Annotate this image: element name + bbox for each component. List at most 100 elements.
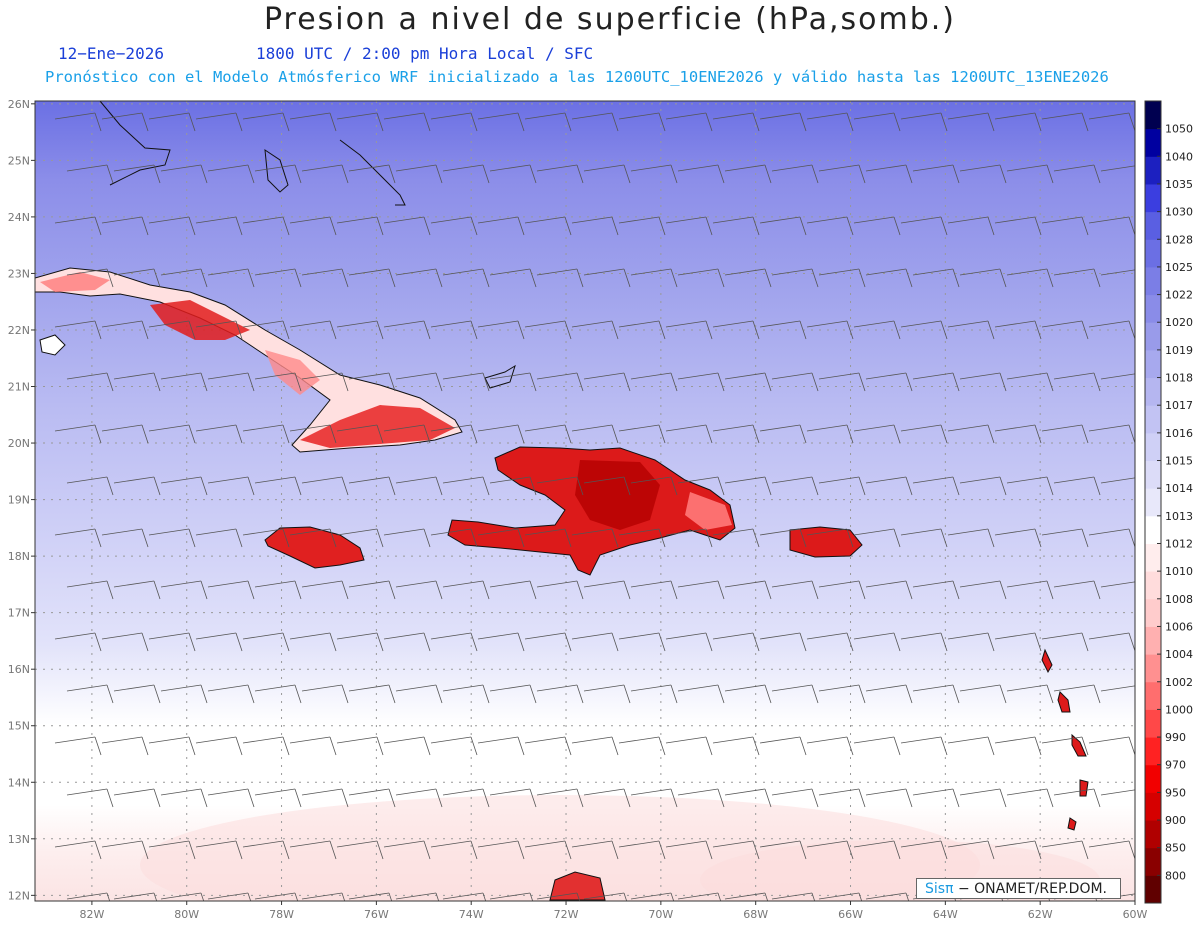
colorbar-label: 800	[1165, 869, 1186, 882]
wind-barb	[536, 788, 578, 796]
wind-barb-flag	[799, 736, 807, 756]
wind-barb	[959, 580, 1001, 588]
wind-barb	[1041, 216, 1083, 224]
wind-barb	[442, 580, 484, 588]
wind-barb	[101, 840, 143, 848]
wind-barb-flag	[200, 684, 208, 704]
wind-barb-flag	[1093, 580, 1101, 600]
wind-barb	[1100, 373, 1135, 380]
wind-barb	[947, 424, 989, 432]
wind-barb-flag	[341, 788, 349, 808]
wind-barb	[348, 892, 390, 900]
wind-barb-flag	[341, 372, 349, 392]
wind-barb	[724, 892, 766, 900]
wind-barb-flag	[1034, 320, 1042, 340]
wind-barb	[900, 112, 942, 120]
colorbar-label: 1000	[1165, 703, 1193, 716]
forecast-time: 1800 UTC / 2:00 pm Hora Local / SFC	[256, 44, 594, 63]
wind-barb	[630, 580, 672, 588]
wind-barb-flag	[482, 788, 490, 808]
wind-barb-flag	[376, 424, 384, 444]
great-inagua	[484, 364, 516, 389]
wind-barb-flag	[200, 788, 208, 808]
wind-barb-flag	[1128, 840, 1135, 860]
wind-barb-flag	[905, 892, 910, 901]
wind-barb-flag	[564, 112, 572, 132]
wind-barb	[489, 788, 531, 796]
colorbar-swatch	[1145, 156, 1161, 185]
wind-barb-flag	[940, 320, 948, 340]
wind-barb-flag	[764, 372, 772, 392]
wind-barb-flag	[1093, 684, 1101, 704]
wind-barb	[442, 476, 484, 484]
wind-barb-flag	[752, 320, 760, 340]
wind-barb-flag	[858, 476, 866, 496]
wind-barb	[195, 216, 237, 224]
wind-barb-flag	[564, 736, 572, 756]
wind-barb-flag	[482, 268, 490, 288]
wind-barb	[195, 528, 237, 536]
wind-barb	[771, 580, 813, 588]
wind-barb	[865, 892, 907, 900]
wind-barb-flag	[470, 736, 478, 756]
wind-barb-flag	[94, 840, 102, 860]
colorbar-swatch	[1145, 349, 1161, 379]
wind-barb-flag	[752, 840, 760, 860]
wind-barb	[994, 736, 1036, 744]
wind-barb-flag	[705, 528, 713, 548]
wind-barb	[630, 684, 672, 692]
wind-barb-flag	[752, 528, 760, 548]
wind-barb-flag	[376, 320, 384, 340]
wind-barb-flag	[423, 424, 431, 444]
wind-barb	[806, 736, 848, 744]
wind-barb-flag	[1046, 684, 1054, 704]
wind-barb	[395, 268, 437, 276]
wind-barb	[571, 112, 613, 120]
wind-barb-flag	[940, 736, 948, 756]
wind-barb	[54, 736, 96, 744]
wind-barb-flag	[329, 320, 337, 340]
wind-barb	[959, 476, 1001, 484]
wind-barb	[665, 632, 707, 640]
wind-barb	[947, 736, 989, 744]
colorbar-label: 1040	[1165, 150, 1193, 163]
wind-barb	[195, 320, 237, 328]
wind-barb-flag	[329, 840, 337, 860]
wind-barb-flag	[153, 788, 161, 808]
colorbar-label: 1010	[1165, 565, 1193, 578]
wind-barb	[524, 424, 566, 432]
wind-barb-flag	[141, 112, 149, 132]
wind-barb	[618, 528, 660, 536]
wind-barb-flag	[1128, 216, 1135, 236]
wind-barb-flag	[999, 788, 1007, 808]
wind-barb-flag	[987, 632, 995, 652]
wind-barb-flag	[482, 892, 487, 901]
lat-tick-label: 12N	[8, 889, 30, 902]
wind-barb	[818, 580, 860, 588]
wind-barb-flag	[435, 684, 443, 704]
wind-barb-flag	[893, 424, 901, 444]
wind-barb-flag	[858, 892, 863, 901]
wind-barb	[959, 164, 1001, 172]
wind-barb-flag	[329, 112, 337, 132]
wind-barb-flag	[141, 216, 149, 236]
wind-barb-flag	[282, 320, 290, 340]
wind-barb-flag	[247, 476, 255, 496]
wind-barb-flag	[905, 684, 913, 704]
wind-barb	[818, 372, 860, 380]
wind-barb-flag	[282, 424, 290, 444]
wind-barb	[1041, 424, 1083, 432]
wind-barb-flag	[200, 476, 208, 496]
wind-barb-flag	[858, 684, 866, 704]
wind-barb	[148, 528, 190, 536]
lat-tick-label: 17N	[8, 607, 30, 620]
wind-barb-flag	[482, 164, 490, 184]
wind-barb-flag	[200, 268, 208, 288]
wind-barb	[712, 632, 754, 640]
wind-barb-flag	[987, 424, 995, 444]
wind-barb-flag	[106, 268, 114, 288]
wind-barb	[1006, 268, 1048, 276]
wind-barb	[959, 268, 1001, 276]
wind-barb-flag	[153, 580, 161, 600]
wind-barb-flag	[799, 216, 807, 236]
